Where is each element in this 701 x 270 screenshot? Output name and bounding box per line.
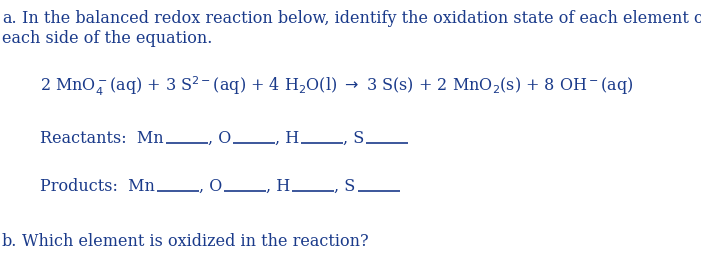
Text: , S: , S (343, 130, 365, 147)
Text: a.: a. (2, 10, 17, 27)
Text: , H: , H (266, 178, 290, 195)
Text: b.: b. (2, 233, 18, 250)
Text: , H: , H (275, 130, 299, 147)
Text: , S: , S (334, 178, 355, 195)
Text: 2 MnO$_4^-$(aq) + 3 S$^{2-}$(aq) + 4 H$_2$O(l) $\rightarrow$ 3 S(s) + 2 MnO$_2$(: 2 MnO$_4^-$(aq) + 3 S$^{2-}$(aq) + 4 H$_… (40, 75, 634, 98)
Text: each side of the equation.: each side of the equation. (2, 30, 212, 47)
Text: , O: , O (199, 178, 222, 195)
Text: Products:  Mn: Products: Mn (40, 178, 155, 195)
Text: Reactants:  Mn: Reactants: Mn (40, 130, 163, 147)
Text: Which element is oxidized in the reaction?: Which element is oxidized in the reactio… (22, 233, 369, 250)
Text: , O: , O (207, 130, 231, 147)
Text: In the balanced redox reaction below, identify the oxidation state of each eleme: In the balanced redox reaction below, id… (22, 10, 701, 27)
